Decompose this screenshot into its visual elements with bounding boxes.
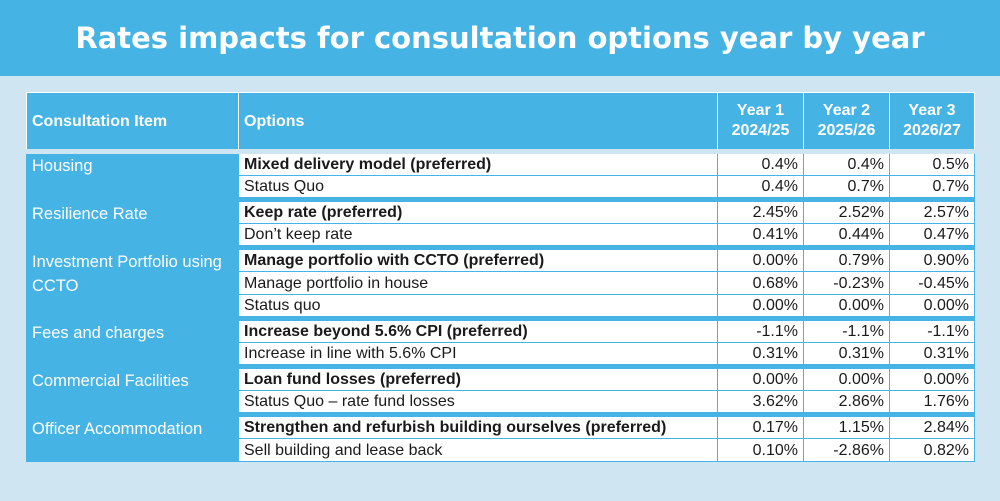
header-year-1: Year 1 2024/25	[717, 92, 804, 152]
header-consultation-item: Consultation Item	[26, 92, 239, 152]
table-row: Investment Portfolio using CCTO Manage po…	[26, 245, 975, 319]
header-row: Consultation Item Options Year 1 2024/25 …	[26, 92, 975, 152]
table-row: Fees and charges Increase beyond 5.6% CPI…	[26, 316, 975, 367]
option-cell: Strengthen and refurbish building oursel…	[238, 412, 718, 439]
year-1-value-cell: 0.10%	[717, 438, 804, 462]
year-2-value-cell: 2.86%	[803, 390, 890, 415]
consultation-item-cell: Commercial Facilities	[26, 364, 239, 415]
year-2-value-cell: 0.7%	[803, 175, 890, 200]
year-3-value-cell: -1.1%	[889, 316, 975, 343]
consultation-item-cell: Resilience Rate	[26, 197, 239, 248]
option-cell: Sell building and lease back	[238, 438, 718, 462]
page-title-text: Rates impacts for consultation options y…	[75, 21, 925, 55]
option-cell: Increase beyond 5.6% CPI (preferred)	[238, 316, 718, 343]
table-row: Don’t keep rate 0.41% 0.44% 0.47%	[27, 223, 975, 248]
header-year-3-label: Year 3	[908, 102, 956, 119]
year-1-value-cell: 0.00%	[717, 364, 804, 391]
header-options: Options	[238, 92, 718, 152]
header-year-2-label: Year 2	[822, 102, 871, 119]
table-row: Resilience Rate Keep rate (preferred) 2.45…	[26, 197, 975, 248]
table-area: Consultation Item Options Year 1 2024/25 …	[0, 76, 1000, 501]
option-cell: Manage portfolio in house	[238, 271, 718, 295]
table-row: Increase in line with 5.6% CPI 0.31% 0.31%…	[27, 342, 975, 367]
header-year-3-period: 2026/27	[903, 122, 961, 139]
year-2-value-cell: 1.15%	[803, 412, 890, 439]
header-year-1-period: 2024/25	[731, 122, 790, 139]
year-3-value-cell: 0.47%	[889, 223, 975, 248]
consultation-item-cell: Fees and charges	[26, 316, 239, 367]
year-3-value-cell: 0.00%	[889, 364, 975, 391]
year-2-value-cell: -0.23%	[803, 271, 890, 295]
year-2-value-cell: 0.4%	[803, 149, 890, 176]
year-3-value-cell: 0.7%	[889, 175, 975, 200]
year-1-value-cell: 2.45%	[717, 197, 804, 224]
year-3-value-cell: 2.84%	[889, 412, 975, 439]
year-2-value-cell: 0.44%	[803, 223, 890, 248]
option-cell: Increase in line with 5.6% CPI	[238, 342, 718, 367]
year-1-value-cell: 0.4%	[717, 149, 804, 176]
year-2-value-cell: 0.00%	[803, 294, 890, 319]
table-row: Status quo 0.00% 0.00% 0.00%	[27, 294, 975, 319]
option-cell: Status Quo – rate fund losses	[238, 390, 718, 415]
table-row: Officer Accommodation Strengthen and refu…	[26, 412, 975, 462]
option-cell: Loan fund losses (preferred)	[238, 364, 718, 391]
year-2-value-cell: 0.31%	[803, 342, 890, 367]
rates-table: Consultation Item Options Year 1 2024/25 …	[26, 92, 975, 462]
year-3-value-cell: 0.90%	[889, 245, 975, 272]
year-1-value-cell: 0.4%	[717, 175, 804, 200]
year-3-value-cell: -0.45%	[889, 271, 975, 295]
year-3-value-cell: 0.00%	[889, 294, 975, 319]
table-row: Commercial Facilities Loan fund losses (p…	[26, 364, 975, 415]
year-1-value-cell: 0.31%	[717, 342, 804, 367]
header-year-3: Year 3 2026/27	[889, 92, 975, 152]
table-row: Housing Mixed delivery model (preferred) 0…	[26, 149, 975, 200]
year-3-value-cell: 2.57%	[889, 197, 975, 224]
option-cell: Mixed delivery model (preferred)	[238, 149, 718, 176]
table-body: Housing Mixed delivery model (preferred) 0…	[26, 149, 975, 462]
table-row: Sell building and lease back 0.10% -2.86% 0…	[27, 438, 975, 462]
year-3-value-cell: 1.76%	[889, 390, 975, 415]
year-2-value-cell: -2.86%	[803, 438, 890, 462]
year-2-value-cell: 0.79%	[803, 245, 890, 272]
year-1-value-cell: 0.68%	[717, 271, 804, 295]
header-year-1-label: Year 1	[736, 102, 785, 119]
year-2-value-cell: 0.00%	[803, 364, 890, 391]
option-cell: Status quo	[238, 294, 718, 319]
year-1-value-cell: 0.17%	[717, 412, 804, 439]
year-3-value-cell: 0.31%	[889, 342, 975, 367]
year-1-value-cell: 3.62%	[717, 390, 804, 415]
consultation-item-cell: Officer Accommodation	[26, 412, 239, 462]
year-2-value-cell: -1.1%	[803, 316, 890, 343]
year-1-value-cell: 0.00%	[717, 294, 804, 319]
header-year-2: Year 2 2025/26	[803, 92, 890, 152]
year-3-value-cell: 0.5%	[889, 149, 975, 176]
table-row: Status Quo – rate fund losses 3.62% 2.86% 1…	[27, 390, 975, 415]
option-cell: Don’t keep rate	[238, 223, 718, 248]
year-2-value-cell: 2.52%	[803, 197, 890, 224]
option-cell: Status Quo	[238, 175, 718, 200]
consultation-item-cell: Investment Portfolio using CCTO	[26, 245, 239, 319]
option-cell: Manage portfolio with CCTO (preferred)	[238, 245, 718, 272]
header-year-2-period: 2025/26	[817, 122, 876, 139]
year-3-value-cell: 0.82%	[889, 438, 975, 462]
page-title: Rates impacts for consultation options y…	[0, 0, 1000, 76]
consultation-item-cell: Housing	[26, 149, 239, 200]
year-1-value-cell: 0.00%	[717, 245, 804, 272]
year-1-value-cell: -1.1%	[717, 316, 804, 343]
year-1-value-cell: 0.41%	[717, 223, 804, 248]
option-cell: Keep rate (preferred)	[238, 197, 718, 224]
table-row: Status Quo 0.4% 0.7% 0.7%	[27, 175, 975, 200]
